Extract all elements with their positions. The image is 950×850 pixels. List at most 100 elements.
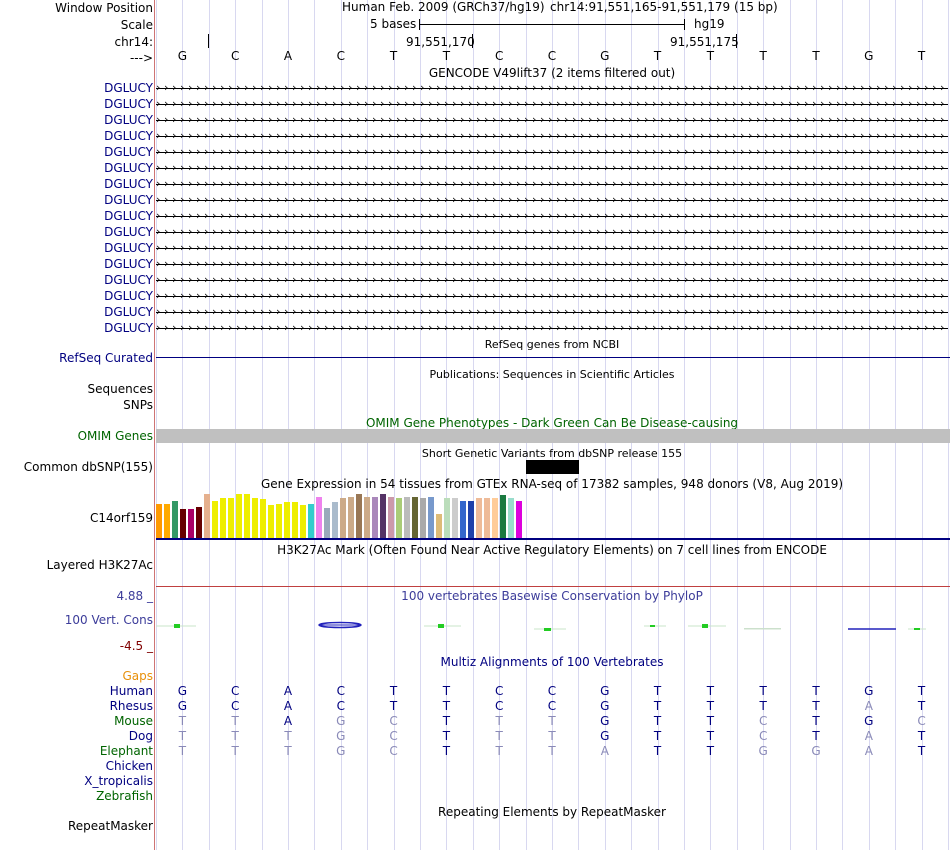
gtex-tissue-bar[interactable]: [380, 494, 386, 538]
gtex-tissue-bar[interactable]: [476, 498, 482, 538]
gtex-tissue-bar[interactable]: [388, 497, 394, 538]
gtex-tissue-bar[interactable]: [252, 498, 258, 538]
gtex-tissue-bar[interactable]: [276, 504, 282, 538]
gencode-transcript-label[interactable]: DGLUCY: [104, 113, 153, 127]
gtex-tissue-bar[interactable]: [228, 498, 234, 538]
gtex-tissue-bar[interactable]: [324, 508, 330, 538]
h3k27ac-title[interactable]: H3K27Ac Mark (Often Found Near Active Re…: [277, 543, 827, 557]
phylop-title[interactable]: 100 vertebrates Basewise Conservation by…: [401, 589, 703, 603]
gtex-tissue-bar[interactable]: [484, 498, 490, 538]
gencode-transcript-label[interactable]: DGLUCY: [104, 257, 153, 271]
gtex-tissue-bar[interactable]: [316, 497, 322, 538]
gtex-tissue-bar[interactable]: [444, 498, 450, 538]
gtex-tissue-bar[interactable]: [284, 502, 290, 538]
refseq-gene-line[interactable]: [156, 357, 950, 358]
gencode-transcript-arrows[interactable]: › › › › › › › › › › › › › › › › › › › › › › › › › › › › › › › › › › › › › › › ›…: [156, 291, 948, 301]
dbsnp-variant-block[interactable]: [526, 460, 579, 474]
gencode-transcript-label[interactable]: DGLUCY: [104, 129, 153, 143]
gtex-tissue-bar[interactable]: [404, 497, 410, 538]
species-label[interactable]: Human: [109, 684, 153, 698]
gencode-transcript-arrows[interactable]: › › › › › › › › › › › › › › › › › › › › › › › › › › › › › › › › › › › › › › › ›…: [156, 147, 948, 157]
gencode-transcript-arrows[interactable]: › › › › › › › › › › › › › › › › › › › › › › › › › › › › › › › › › › › › › › › ›…: [156, 195, 948, 205]
phylop-label[interactable]: 100 Vert. Cons: [64, 613, 153, 627]
species-label[interactable]: X_tropicalis: [84, 774, 153, 788]
gtex-tissue-bar[interactable]: [180, 509, 186, 538]
gtex-tissue-bar[interactable]: [468, 501, 474, 538]
gaps-label[interactable]: Gaps: [122, 669, 153, 683]
repeatmasker-label[interactable]: RepeatMasker: [67, 819, 153, 833]
repeatmasker-title[interactable]: Repeating Elements by RepeatMasker: [438, 805, 666, 819]
gencode-transcript-arrows[interactable]: › › › › › › › › › › › › › › › › › › › › › › › › › › › › › › › › › › › › › › › ›…: [156, 115, 948, 125]
gencode-title[interactable]: GENCODE V49lift37 (2 items filtered out): [428, 66, 676, 80]
gtex-tissue-bar[interactable]: [460, 501, 466, 538]
gtex-tissue-bar[interactable]: [308, 504, 314, 538]
multiz-title[interactable]: Multiz Alignments of 100 Vertebrates: [440, 655, 664, 669]
gencode-transcript-arrows[interactable]: › › › › › › › › › › › › › › › › › › › › › › › › › › › › › › › › › › › › › › › ›…: [156, 307, 948, 317]
gtex-tissue-bar[interactable]: [212, 501, 218, 538]
gtex-tissue-bar[interactable]: [356, 494, 362, 538]
gtex-tissue-bar[interactable]: [340, 498, 346, 538]
gtex-tissue-bar[interactable]: [164, 504, 170, 538]
gtex-tissue-bar[interactable]: [348, 497, 354, 538]
gencode-transcript-arrows[interactable]: › › › › › › › › › › › › › › › › › › › › › › › › › › › › › › › › › › › › › › › ›…: [156, 131, 948, 141]
gencode-transcript-arrows[interactable]: › › › › › › › › › › › › › › › › › › › › › › › › › › › › › › › › › › › › › › › ›…: [156, 83, 948, 93]
phylop-signal[interactable]: [156, 615, 950, 637]
gencode-transcript-arrows[interactable]: › › › › › › › › › › › › › › › › › › › › › › › › › › › › › › › › › › › › › › › ›…: [156, 99, 948, 109]
gencode-transcript-label[interactable]: DGLUCY: [104, 289, 153, 303]
h3k27ac-signal-line[interactable]: [156, 586, 950, 587]
species-label[interactable]: Chicken: [105, 759, 153, 773]
gencode-transcript-label[interactable]: DGLUCY: [104, 305, 153, 319]
gtex-tissue-bar[interactable]: [196, 507, 202, 538]
gtex-tissue-bar[interactable]: [268, 505, 274, 538]
gtex-tissue-bar[interactable]: [220, 498, 226, 538]
gtex-tissue-bar[interactable]: [508, 498, 514, 538]
omim-label[interactable]: OMIM Genes: [77, 429, 153, 443]
species-label[interactable]: Mouse: [114, 714, 153, 728]
gtex-tissue-bar[interactable]: [244, 494, 250, 538]
h3k27ac-label[interactable]: Layered H3K27Ac: [46, 558, 153, 572]
gtex-tissue-bar[interactable]: [188, 509, 194, 538]
gtex-tissue-bar[interactable]: [412, 497, 418, 538]
gtex-tissue-bar[interactable]: [156, 504, 162, 538]
gencode-transcript-label[interactable]: DGLUCY: [104, 161, 153, 175]
gtex-tissue-bar[interactable]: [300, 505, 306, 538]
gencode-transcript-arrows[interactable]: › › › › › › › › › › › › › › › › › › › › › › › › › › › › › › › › › › › › › › › ›…: [156, 243, 948, 253]
gtex-tissue-bar[interactable]: [420, 498, 426, 538]
gtex-tissue-bar[interactable]: [292, 502, 298, 538]
species-label[interactable]: Elephant: [99, 744, 153, 758]
omim-bar[interactable]: [156, 429, 950, 443]
gencode-transcript-arrows[interactable]: › › › › › › › › › › › › › › › › › › › › › › › › › › › › › › › › › › › › › › › ›…: [156, 179, 948, 189]
gtex-tissue-bar[interactable]: [260, 499, 266, 538]
species-label[interactable]: Zebrafish: [96, 789, 153, 803]
dbsnp-title[interactable]: Short Genetic Variants from dbSNP releas…: [421, 447, 683, 460]
gencode-transcript-arrows[interactable]: › › › › › › › › › › › › › › › › › › › › › › › › › › › › › › › › › › › › › › › ›…: [156, 275, 948, 285]
gtex-tissue-bar[interactable]: [364, 497, 370, 538]
gencode-transcript-label[interactable]: DGLUCY: [104, 225, 153, 239]
gtex-tissue-bar[interactable]: [396, 498, 402, 538]
gencode-transcript-label[interactable]: DGLUCY: [104, 273, 153, 287]
gtex-tissue-bar[interactable]: [372, 497, 378, 538]
gencode-transcript-label[interactable]: DGLUCY: [104, 177, 153, 191]
gtex-tissue-bar[interactable]: [332, 502, 338, 538]
gencode-transcript-label[interactable]: DGLUCY: [104, 193, 153, 207]
refseq-title[interactable]: RefSeq genes from NCBI: [484, 338, 620, 351]
gtex-tissue-bar[interactable]: [516, 501, 522, 538]
gtex-tissue-bar[interactable]: [428, 497, 434, 538]
species-label[interactable]: Rhesus: [109, 699, 153, 713]
refseq-label[interactable]: RefSeq Curated: [59, 351, 153, 365]
gencode-transcript-label[interactable]: DGLUCY: [104, 97, 153, 111]
gencode-transcript-arrows[interactable]: › › › › › › › › › › › › › › › › › › › › › › › › › › › › › › › › › › › › › › › ›…: [156, 163, 948, 173]
publications-sequences-label[interactable]: Sequences: [87, 382, 153, 396]
gtex-tissue-bar[interactable]: [436, 514, 442, 538]
publications-title[interactable]: Publications: Sequences in Scientific Ar…: [429, 368, 675, 381]
gtex-title[interactable]: Gene Expression in 54 tissues from GTEx …: [260, 477, 844, 491]
gtex-tissue-bar[interactable]: [452, 498, 458, 538]
gencode-transcript-arrows[interactable]: › › › › › › › › › › › › › › › › › › › › › › › › › › › › › › › › › › › › › › › ›…: [156, 259, 948, 269]
gencode-transcript-label[interactable]: DGLUCY: [104, 145, 153, 159]
omim-title[interactable]: OMIM Gene Phenotypes - Dark Green Can Be…: [365, 416, 739, 430]
dbsnp-label[interactable]: Common dbSNP(155): [23, 460, 153, 474]
species-label[interactable]: Dog: [128, 729, 153, 743]
gtex-tissue-bar[interactable]: [500, 495, 506, 538]
gtex-tissue-bar[interactable]: [204, 494, 210, 538]
